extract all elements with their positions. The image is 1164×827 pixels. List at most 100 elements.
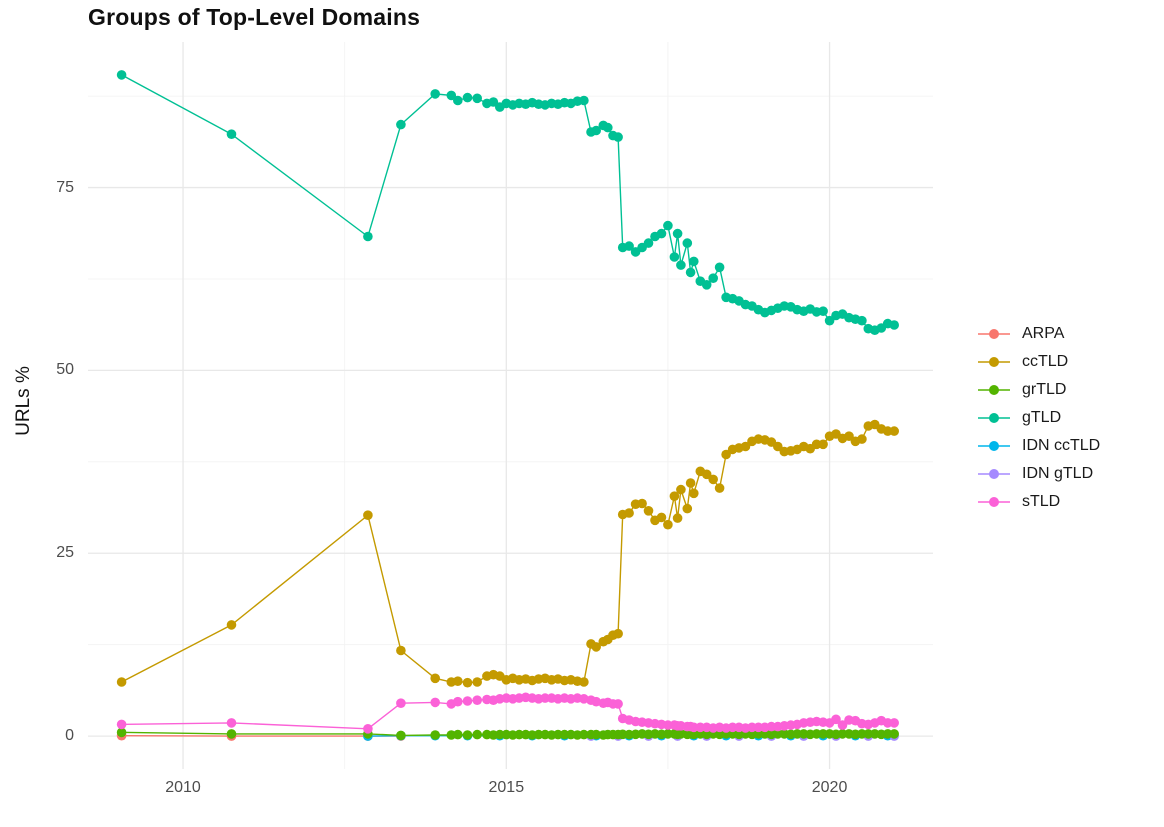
- data-point: [685, 267, 696, 278]
- data-point: [818, 439, 828, 450]
- data-point: [453, 676, 463, 686]
- data-point: [685, 478, 696, 488]
- series-line: [121, 74, 895, 331]
- x-tick-label: 2015: [488, 779, 525, 796]
- data-point: [472, 93, 483, 104]
- data-point: [603, 122, 613, 133]
- legend-label: IDN gTLD: [1022, 465, 1094, 482]
- data-point: [396, 119, 406, 130]
- data-point: [708, 474, 718, 485]
- data-point: [672, 228, 683, 239]
- data-point: [714, 483, 725, 493]
- legend-point-icon: [989, 385, 999, 395]
- data-point: [579, 95, 589, 106]
- data-point: [579, 729, 589, 740]
- data-point: [226, 129, 237, 139]
- data-point: [889, 729, 899, 739]
- data-point: [656, 512, 667, 523]
- y-tick-label: 50: [56, 361, 74, 379]
- legend-key-icon: [978, 357, 1010, 367]
- data-point: [682, 238, 693, 248]
- data-point: [889, 718, 899, 728]
- y-tick-label: 0: [65, 727, 74, 745]
- data-point: [740, 441, 751, 452]
- data-point: [669, 252, 680, 262]
- legend-item-idn-cctld: IDN ccTLD: [976, 432, 1100, 460]
- data-point: [472, 729, 483, 740]
- data-point: [116, 719, 127, 730]
- data-point: [453, 696, 463, 707]
- legend-item-gtld: gTLD: [976, 404, 1100, 432]
- data-point: [613, 132, 623, 142]
- data-point: [579, 677, 589, 687]
- legend-key-icon: [978, 385, 1010, 395]
- data-point: [701, 469, 712, 480]
- data-point: [430, 89, 441, 99]
- data-point: [116, 70, 127, 80]
- legend-label: grTLD: [1022, 381, 1067, 398]
- data-point: [663, 220, 673, 231]
- data-point: [472, 695, 483, 705]
- legend-label: ccTLD: [1022, 353, 1069, 370]
- data-point: [453, 95, 463, 106]
- data-point: [613, 699, 623, 709]
- data-point: [857, 434, 867, 444]
- data-point: [462, 696, 473, 706]
- data-point: [689, 256, 699, 267]
- data-point: [889, 426, 899, 436]
- data-point: [824, 315, 835, 326]
- data-point: [831, 714, 841, 725]
- y-axis-title: URLs %: [13, 366, 34, 436]
- data-point: [857, 315, 867, 326]
- data-point: [591, 729, 601, 740]
- data-point: [669, 491, 680, 502]
- x-tick-label: 2020: [811, 779, 848, 796]
- data-point: [818, 306, 828, 317]
- data-point: [643, 506, 654, 516]
- data-point: [462, 730, 473, 740]
- legend-label: sTLD: [1022, 493, 1061, 510]
- data-point: [682, 503, 693, 514]
- data-point: [430, 730, 441, 740]
- data-point: [226, 620, 237, 630]
- data-point: [430, 697, 441, 708]
- series-gtld: [116, 70, 899, 336]
- data-point: [708, 273, 718, 284]
- data-point: [591, 125, 601, 136]
- chart-title: Groups of Top-Level Domains: [88, 4, 421, 30]
- data-point: [462, 92, 473, 103]
- legend-key-icon: [978, 497, 1010, 507]
- legend-point-icon: [989, 357, 999, 367]
- data-point: [643, 238, 654, 248]
- data-point: [844, 431, 854, 442]
- legend-item-grtld: grTLD: [976, 376, 1100, 404]
- data-point: [672, 513, 683, 523]
- data-point: [837, 720, 848, 730]
- data-point: [226, 729, 237, 739]
- data-point: [656, 228, 667, 239]
- data-point: [676, 260, 686, 270]
- data-point: [624, 241, 634, 251]
- data-point: [363, 510, 373, 520]
- legend-key-icon: [978, 329, 1010, 339]
- data-point: [663, 519, 673, 530]
- data-point: [453, 729, 463, 740]
- data-point: [714, 262, 725, 273]
- data-point: [579, 694, 589, 704]
- legend-point-icon: [989, 497, 999, 507]
- data-point: [226, 718, 237, 728]
- data-point: [624, 508, 634, 518]
- legend-label: ARPA: [1022, 325, 1065, 342]
- data-point: [396, 698, 406, 708]
- series-stld: [116, 692, 899, 734]
- legend-point-icon: [989, 413, 999, 423]
- series-cctld: [116, 419, 899, 688]
- data-point: [363, 231, 373, 242]
- legend-item-stld: sTLD: [976, 488, 1100, 516]
- legend-key-icon: [978, 469, 1010, 479]
- legend-item-idn-gtld: IDN gTLD: [976, 460, 1100, 488]
- data-point: [396, 730, 406, 741]
- data-point: [462, 677, 473, 688]
- data-point: [889, 320, 899, 330]
